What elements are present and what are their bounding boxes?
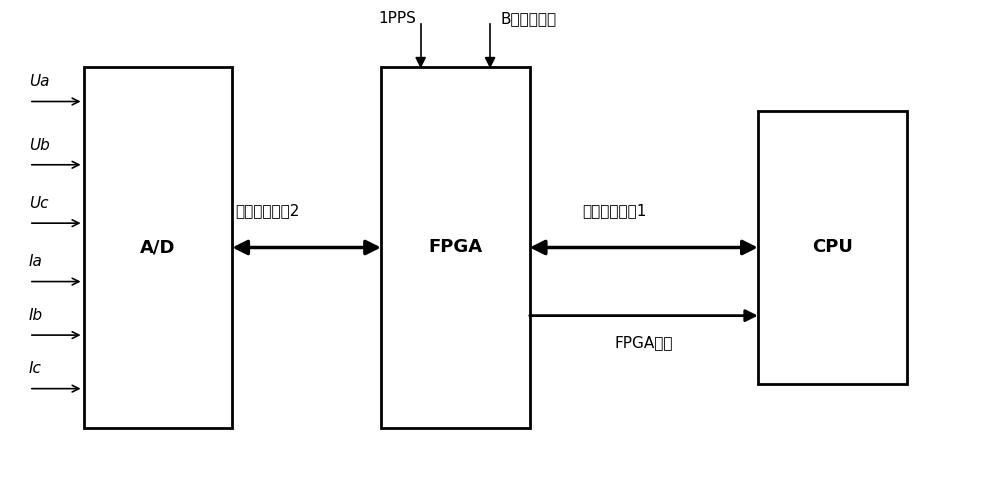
Text: FPGA: FPGA xyxy=(428,239,482,256)
Text: Uc: Uc xyxy=(29,196,48,211)
Text: B码时间信号: B码时间信号 xyxy=(500,11,556,26)
Text: FPGA中断: FPGA中断 xyxy=(615,335,673,350)
Text: 并行数据总线2: 并行数据总线2 xyxy=(235,203,299,218)
Text: Ia: Ia xyxy=(29,254,43,269)
Text: A/D: A/D xyxy=(140,239,176,256)
Text: CPU: CPU xyxy=(812,239,853,256)
Text: Ua: Ua xyxy=(29,74,49,89)
Text: Ic: Ic xyxy=(29,361,42,377)
Text: Ib: Ib xyxy=(29,308,43,323)
Bar xyxy=(84,67,232,428)
Text: 并行数据总线1: 并行数据总线1 xyxy=(582,203,646,218)
Bar xyxy=(758,111,907,384)
Bar xyxy=(381,67,530,428)
Text: Ub: Ub xyxy=(29,138,50,152)
Text: 1PPS: 1PPS xyxy=(378,11,416,26)
